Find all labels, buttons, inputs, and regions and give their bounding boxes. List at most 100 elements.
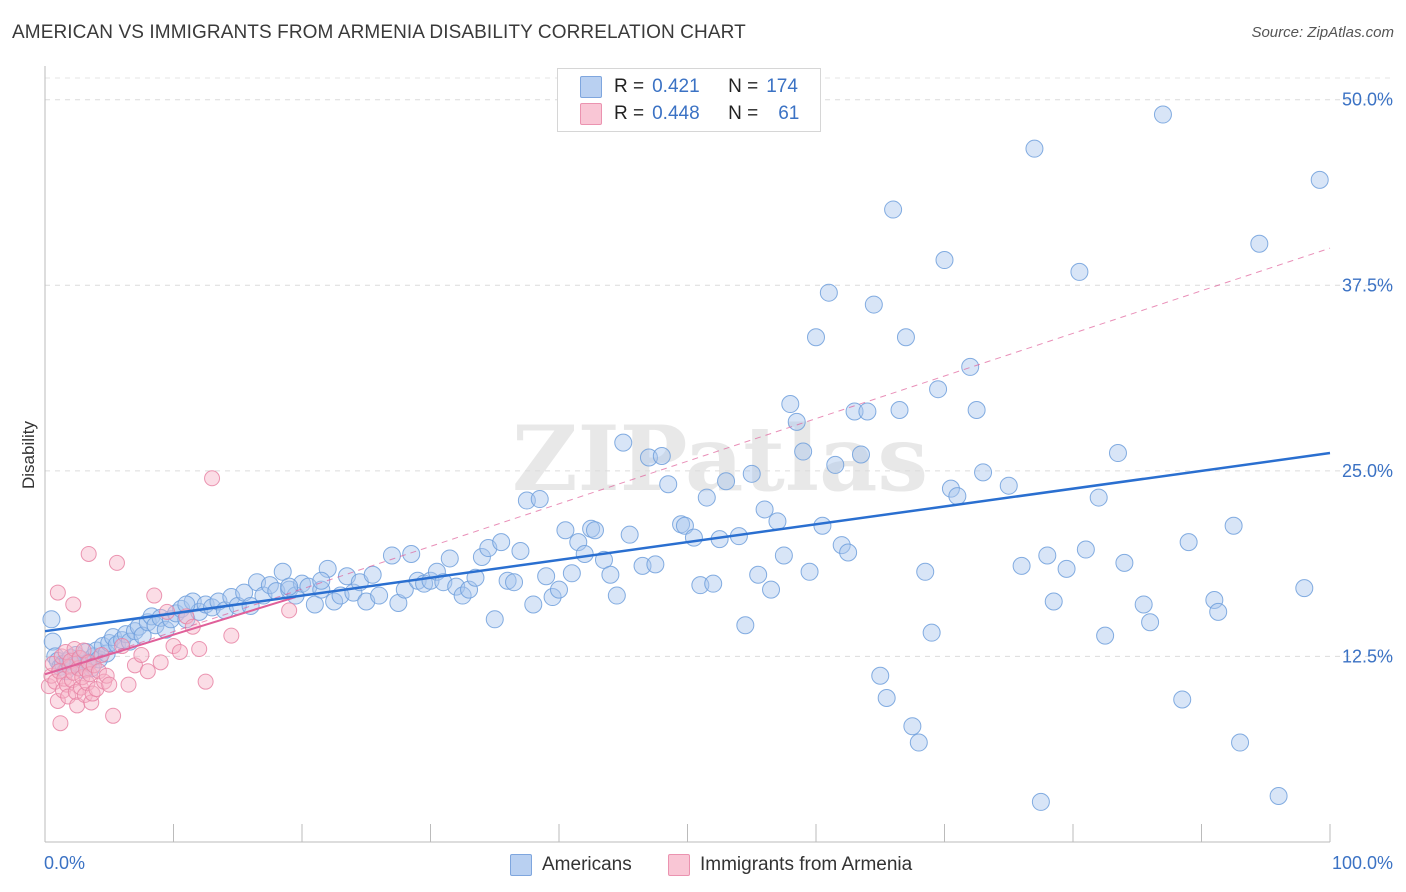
american-point [556,521,575,540]
chart-title: AMERICAN VS IMMIGRANTS FROM ARMENIA DISA… [12,22,746,43]
american-point [659,475,678,494]
axes [44,66,1331,843]
american-point [903,717,922,736]
american-point [312,571,331,590]
american-point [890,400,909,419]
american-point [1153,105,1172,124]
armenia-point [65,596,82,613]
american-point [517,491,536,510]
american-point [492,533,511,552]
armenia-point [67,684,84,701]
american-point [684,528,703,547]
r-label: R = [614,76,645,97]
american-point [569,533,588,552]
american-point [974,463,993,482]
american-point [177,595,196,614]
grid-lines [45,77,1393,657]
american-point [742,464,761,483]
american-point [1096,626,1115,645]
y-tick-label: 25.0% [1342,461,1393,481]
american-point [1310,170,1329,189]
american-point [440,549,459,568]
american-point [813,516,832,535]
american-point [460,580,479,599]
american-point [967,400,986,419]
american-point [794,442,813,461]
x-tick-label: 100.0% [1332,853,1393,873]
american-point [839,543,858,562]
american-point [1205,591,1224,610]
armenia-point [57,643,74,660]
armenia-swatch [580,103,602,125]
armenia-points [40,470,298,732]
american-point [884,200,903,219]
american-point [156,620,175,639]
american-point [524,595,543,614]
trend-lines [44,247,1331,676]
american-point [1076,540,1095,559]
armenia-point [197,673,214,690]
american-point [585,521,604,540]
y-tick-label: 12.5% [1342,646,1393,666]
legend-item-armenia: Immigrants from Armenia [668,852,912,878]
american-point [633,556,652,575]
y-tick-label: 50.0% [1342,90,1393,110]
american-point [273,562,292,581]
american-point [762,580,781,599]
american-point [877,688,896,707]
american-point [652,447,671,465]
american-point [646,555,665,574]
legend-row-americans: R = 0.421 N = 174 [580,74,798,100]
american-point [1044,592,1063,611]
armenia-point [81,666,98,683]
american-point [42,610,61,629]
american-point [896,328,915,347]
r-value: 0.448 [652,103,700,124]
armenia-point [90,663,107,680]
armenia-point [133,646,150,663]
armenia-point [49,584,66,601]
american-point [363,565,382,584]
american-point [755,500,774,519]
american-point [1038,546,1057,565]
americans-swatch [580,76,602,98]
american-point [819,283,838,302]
american-point [511,542,530,561]
american-point [485,610,504,629]
watermark: ZIPatlas [512,406,928,512]
american-point [1269,786,1288,805]
armenia-trend-extension [44,247,1331,675]
american-point [594,550,613,569]
armenia-trend-line [44,596,296,676]
american-point [935,251,954,270]
american-point [607,586,626,605]
american-point [280,577,299,596]
american-point [530,490,549,509]
legend-label: Americans [542,854,632,875]
american-point [1108,444,1127,463]
american-point [1031,792,1050,811]
american-point [562,564,581,583]
american-point [305,595,324,614]
american-point [1070,262,1089,281]
armenia-point [152,654,169,671]
american-point [543,588,562,607]
american-point [826,455,845,474]
american-point [1089,488,1108,507]
armenia-point [171,643,188,660]
armenia-point [75,642,92,659]
american-point [1250,234,1269,253]
american-point [929,380,948,399]
american-point [505,573,524,592]
american-point [1179,533,1198,552]
tick-labels: 12.5% 25.0% 37.5% 50.0% 0.0% 100.0% [44,90,1393,873]
american-point [498,571,517,590]
american-point [1025,139,1044,158]
american-point [781,395,800,414]
n-label: N = [728,76,759,97]
legend-item-americans: Americans [510,852,632,878]
correlation-legend: R = 0.421 N = 174 R = 0.448 N = 61 [557,68,821,132]
american-point [402,544,421,563]
n-value: 174 [766,76,798,97]
